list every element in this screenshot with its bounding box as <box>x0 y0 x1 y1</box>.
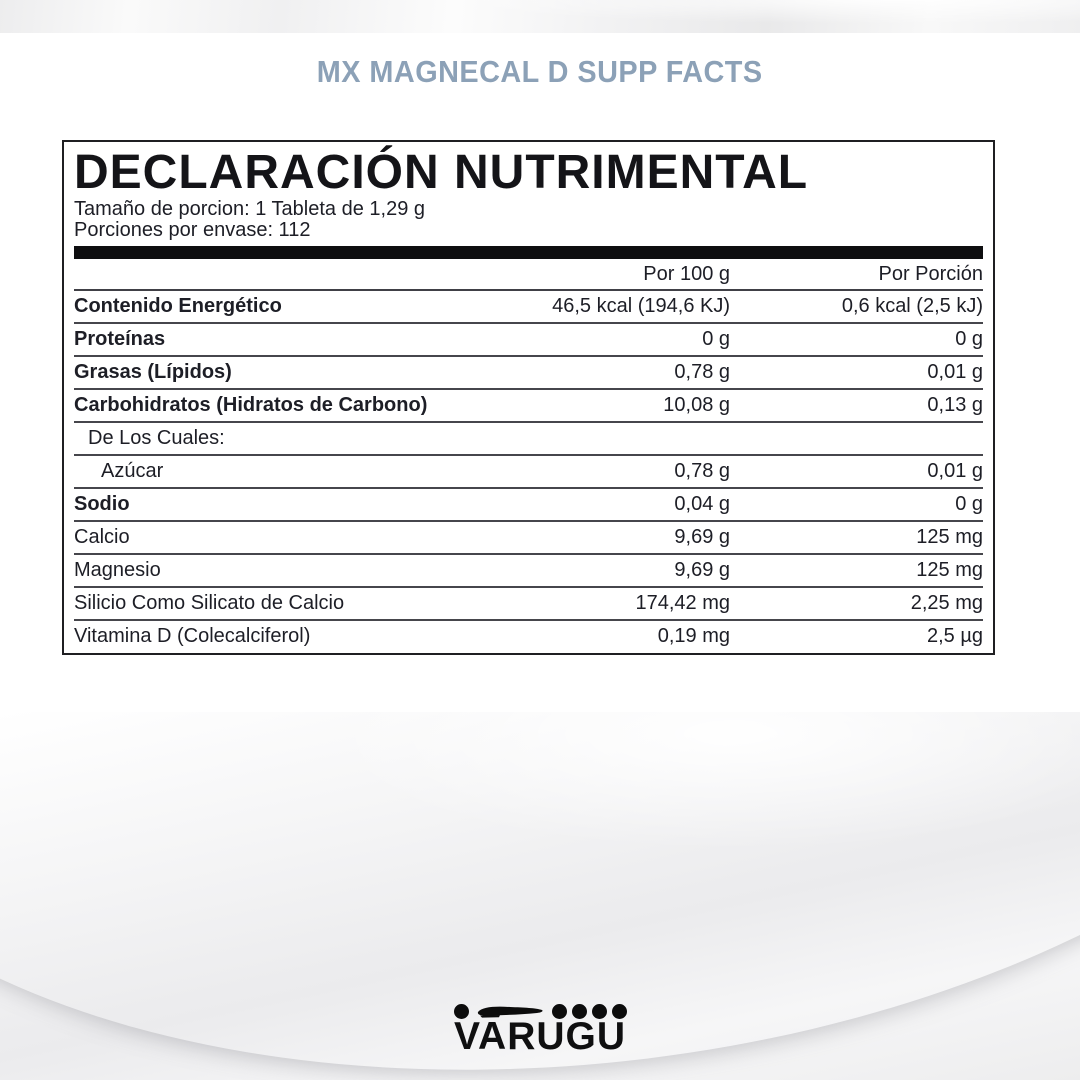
table-row: Silicio Como Silicato de Calcio 174,42 m… <box>74 588 983 621</box>
table-row: Proteínas 0 g 0 g <box>74 324 983 357</box>
table-row: Grasas (Lípidos) 0,78 g 0,01 g <box>74 357 983 390</box>
silk-texture-bottom <box>0 712 1080 1080</box>
value-per-100g: 0,78 g <box>674 460 730 482</box>
nutrient-name: Vitamina D (Colecalciferol) <box>74 625 311 647</box>
column-header-per-serving: Por Porción <box>878 262 984 285</box>
column-header-per-100g: Por 100 g <box>643 262 730 285</box>
table-header-row: Por 100 g Por Porción <box>74 259 983 291</box>
page-title: MX MAGNECAL D SUPP FACTS <box>0 54 1080 90</box>
value-per-serving: 0,6 kcal (2,5 kJ) <box>841 295 983 317</box>
value-per-serving: 0,01 g <box>927 460 983 482</box>
brush-stroke-icon <box>477 1006 543 1018</box>
value-per-100g: 10,08 g <box>663 394 730 416</box>
value-per-serving: 0,01 g <box>927 361 983 383</box>
logo-dot-icon <box>591 1003 607 1019</box>
silk-texture-top <box>0 0 1080 33</box>
nutrition-facts-panel: DECLARACIÓN NUTRIMENTAL Tamaño de porcio… <box>62 140 995 655</box>
value-per-serving: 2,25 mg <box>910 592 983 614</box>
nutrient-name: Proteínas <box>74 328 166 350</box>
value-per-100g: 0,04 g <box>674 493 730 515</box>
nutrient-name: Calcio <box>74 526 130 548</box>
servings-per-container: Porciones por envase: 112 <box>74 219 311 241</box>
logo-dot-icon <box>571 1003 587 1019</box>
nutrition-title: DECLARACIÓN NUTRIMENTAL <box>74 146 809 199</box>
table-row: De Los Cuales: <box>74 423 983 456</box>
logo-dot-icon <box>453 1003 469 1019</box>
value-per-serving: 0,13 g <box>927 394 983 416</box>
table-row: Sodio 0,04 g 0 g <box>74 489 983 522</box>
value-per-serving: 125 mg <box>916 526 983 548</box>
serving-size: Tamaño de porcion: 1 Tableta de 1,29 g <box>74 198 425 220</box>
divider-thick-bar <box>74 246 983 259</box>
logo-dots-row <box>453 1002 627 1020</box>
logo-dot-icon <box>611 1003 627 1019</box>
value-per-100g: 0,19 mg <box>657 625 730 647</box>
value-per-100g: 9,69 g <box>674 526 730 548</box>
value-per-100g: 0 g <box>702 328 730 350</box>
table-row: Calcio 9,69 g 125 mg <box>74 522 983 555</box>
value-per-serving: 2,5 µg <box>926 625 983 647</box>
table-row: Vitamina D (Colecalciferol) 0,19 mg 2,5 … <box>74 621 983 652</box>
table-row: Azúcar 0,78 g 0,01 g <box>74 456 983 489</box>
nutrient-name: De Los Cuales: <box>88 427 225 449</box>
value-per-100g: 9,69 g <box>674 559 730 581</box>
value-per-serving: 0 g <box>955 493 983 515</box>
value-per-serving: 0 g <box>955 328 983 350</box>
page-title-text: MX MAGNECAL D SUPP FACTS <box>317 54 763 89</box>
brand-name: VARUGU <box>453 1015 627 1058</box>
nutrient-name: Grasas (Lípidos) <box>74 361 232 383</box>
value-per-100g: 46,5 kcal (194,6 KJ) <box>552 295 730 317</box>
table-row: Magnesio 9,69 g 125 mg <box>74 555 983 588</box>
nutrient-name: Magnesio <box>74 559 161 581</box>
nutrient-name: Sodio <box>74 493 130 515</box>
nutrient-name: Silicio Como Silicato de Calcio <box>74 592 345 614</box>
value-per-serving: 125 mg <box>916 559 983 581</box>
value-per-100g: 174,42 mg <box>635 592 730 614</box>
logo-dot-icon <box>551 1003 567 1019</box>
table-row: Contenido Energético 46,5 kcal (194,6 KJ… <box>74 291 983 324</box>
value-per-100g: 0,78 g <box>674 361 730 383</box>
nutrient-name: Azúcar <box>101 460 164 482</box>
brand-logo: VARUGU <box>0 1002 1080 1057</box>
nutrient-name: Carbohidratos (Hidratos de Carbono) <box>74 394 428 416</box>
table-row: Carbohidratos (Hidratos de Carbono) 10,0… <box>74 390 983 423</box>
nutrient-name: Contenido Energético <box>74 295 282 317</box>
